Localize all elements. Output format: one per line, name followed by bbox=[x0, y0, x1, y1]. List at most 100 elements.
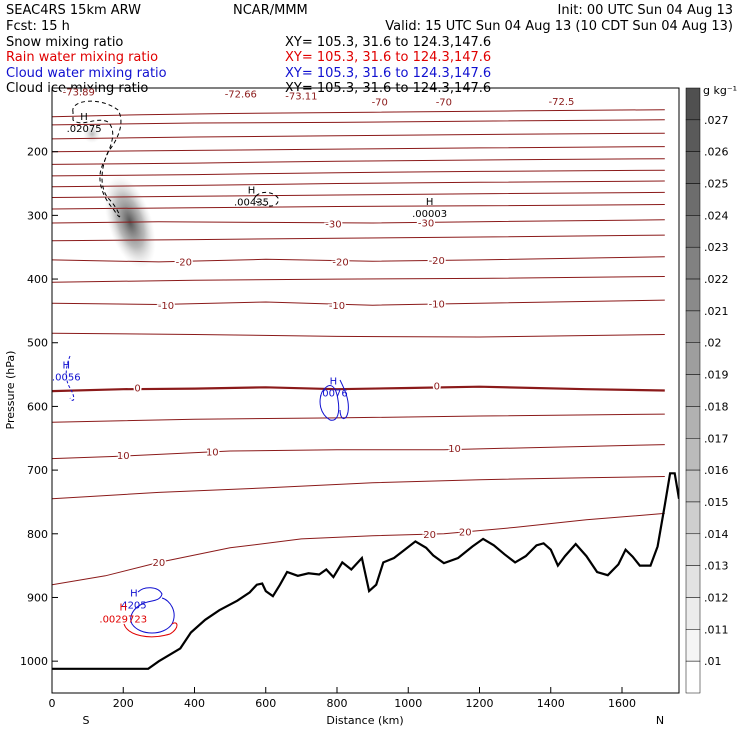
y-tick-label-4: 600 bbox=[27, 400, 48, 413]
rain-field-label: Rain water mixing ratio bbox=[6, 50, 158, 65]
temperature-contour-17 bbox=[52, 444, 665, 460]
colorbar-label-7: .02 bbox=[704, 337, 722, 350]
y-tick-label-1: 300 bbox=[27, 209, 48, 222]
temperature-contour-6 bbox=[52, 180, 665, 188]
contour-label-3: -70 bbox=[372, 98, 388, 109]
colorbar-cell-1 bbox=[685, 119, 701, 152]
colorbar-label-11: .016 bbox=[704, 464, 729, 477]
colorbar-cell-4 bbox=[685, 215, 701, 248]
snow-max-marker-2: H bbox=[426, 197, 434, 208]
temperature-contour-5 bbox=[52, 169, 665, 177]
colorbar-cell-9 bbox=[685, 374, 701, 407]
colorbar-label-17: .01 bbox=[704, 655, 722, 668]
model-title: SEAC4RS 15km ARW bbox=[6, 3, 141, 18]
temperature-contours bbox=[52, 109, 665, 586]
x-axis-start-label: S bbox=[83, 714, 90, 727]
colorbar-label-8: .019 bbox=[704, 369, 729, 382]
x-tick-label-7: 1400 bbox=[537, 697, 565, 710]
cloudwater-field-label: Cloud water mixing ratio bbox=[6, 66, 167, 81]
rain-contour-1 bbox=[123, 622, 178, 638]
contour-label-1: -72.66 bbox=[225, 89, 257, 100]
temperature-contour-14 bbox=[52, 332, 665, 338]
contour-label-15: 0 bbox=[434, 382, 440, 393]
colorbar-cell-11 bbox=[685, 438, 701, 471]
snow-max-marker-0: H bbox=[80, 112, 88, 123]
y-axis: 200 300 400 500 600 700 800 900 1000 bbox=[20, 146, 58, 668]
temperature-contour-19 bbox=[52, 512, 665, 586]
colorbar-label-4: .023 bbox=[704, 241, 729, 254]
contour-label-19: 20 bbox=[423, 530, 436, 541]
y-tick-label-2: 400 bbox=[27, 273, 48, 286]
colorbar-cell-0 bbox=[685, 87, 701, 121]
cloud-ice-shading bbox=[83, 125, 156, 269]
terrain-line bbox=[52, 472, 679, 670]
x-axis: 0 200 400 600 800 1000 1200 1400 1600 bbox=[49, 687, 636, 710]
colorbar-label-13: .014 bbox=[704, 528, 729, 541]
temperature-contour-12 bbox=[52, 276, 665, 283]
plot-frame bbox=[51, 87, 680, 694]
colorbar-label-9: .018 bbox=[704, 400, 729, 413]
cloudwater-max-marker-3: H bbox=[62, 361, 70, 372]
x-tick-label-4: 800 bbox=[327, 697, 348, 710]
colorbar-label-6: .021 bbox=[704, 305, 729, 318]
init-time: Init: 00 UTC Sun 04 Aug 13 bbox=[558, 3, 733, 18]
cloudwater-max-marker-5: H bbox=[130, 589, 138, 600]
temperature-contour-4 bbox=[52, 158, 665, 165]
colorbar-label-1: .026 bbox=[704, 146, 729, 159]
cloudwater-contour-1 bbox=[65, 355, 75, 401]
x-axis-title: Distance (km) bbox=[326, 714, 403, 727]
colorbar-cell-3 bbox=[685, 183, 701, 216]
contour-labels: -73.89 -72.66 -73.11 -70 -70 -72.5 -30 -30 -20 -2… bbox=[61, 88, 576, 571]
cloudwater-field-xy: XY= 105.3, 31.6 to 124.3,147.6 bbox=[285, 66, 491, 81]
x-tick-label-6: 1200 bbox=[466, 697, 494, 710]
temperature-contour-1 bbox=[52, 119, 665, 126]
rain-max-marker-6: H bbox=[119, 603, 127, 614]
x-tick-label-8: 1600 bbox=[608, 697, 636, 710]
colorbar-cell-12 bbox=[685, 469, 701, 503]
temperature-contour-16 bbox=[52, 413, 665, 423]
contour-label-8: -20 bbox=[176, 257, 192, 268]
cloudwater-contour-2 bbox=[319, 379, 349, 421]
colorbar-cell-13 bbox=[685, 501, 701, 535]
colorbar-label-12: .015 bbox=[704, 496, 729, 509]
contour-label-10: -20 bbox=[429, 256, 445, 267]
x-tick-label-5: 1000 bbox=[394, 697, 422, 710]
rain-field-xy: XY= 105.3, 31.6 to 124.3,147.6 bbox=[285, 50, 491, 65]
temperature-contour-9 bbox=[52, 219, 665, 224]
cloudwater-max-value-3: .0056 bbox=[52, 373, 81, 384]
org-label: NCAR/MMM bbox=[233, 3, 308, 18]
cloudwater-max-value-4: .0076 bbox=[319, 389, 348, 400]
snow-max-value-0: .02075 bbox=[67, 124, 102, 135]
colorbar-label-16: .011 bbox=[704, 623, 729, 636]
temperature-contour-2 bbox=[52, 132, 665, 140]
colorbar-label-2: .025 bbox=[704, 178, 729, 191]
colorbar-label-14: .013 bbox=[704, 560, 729, 573]
contour-label-5: -72.5 bbox=[549, 97, 575, 108]
y-tick-label-7: 900 bbox=[27, 591, 48, 604]
x-tick-label-0: 0 bbox=[49, 697, 56, 710]
cloudwater-contour-3 bbox=[130, 587, 175, 634]
contour-label-17: 10 bbox=[206, 447, 219, 458]
contour-label-6: -30 bbox=[325, 219, 341, 230]
moisture-contours bbox=[65, 100, 349, 638]
snow-field-label: Snow mixing ratio bbox=[6, 35, 123, 50]
contour-label-9: -20 bbox=[332, 257, 348, 268]
temperature-contour-3 bbox=[52, 146, 665, 153]
contour-label-4: -70 bbox=[436, 98, 452, 109]
temperature-contour-10 bbox=[52, 234, 665, 242]
forecast-hour: Fcst: 15 h bbox=[6, 19, 70, 34]
colorbar-cell-2 bbox=[685, 151, 701, 184]
colorbar-cell-15 bbox=[685, 565, 701, 598]
colorbar-label-15: .012 bbox=[704, 591, 729, 604]
temperature-contour-7 bbox=[52, 191, 665, 198]
snow-contour-1 bbox=[72, 100, 122, 218]
contour-label-12: -10 bbox=[329, 301, 345, 312]
colorbar-cell-8 bbox=[685, 342, 701, 375]
x-axis-end-label: N bbox=[656, 714, 664, 727]
contour-label-14: 0 bbox=[134, 384, 140, 395]
y-tick-label-5: 700 bbox=[27, 464, 48, 477]
contour-label-16: 10 bbox=[117, 451, 130, 462]
temperature-contour-11 bbox=[52, 256, 665, 263]
